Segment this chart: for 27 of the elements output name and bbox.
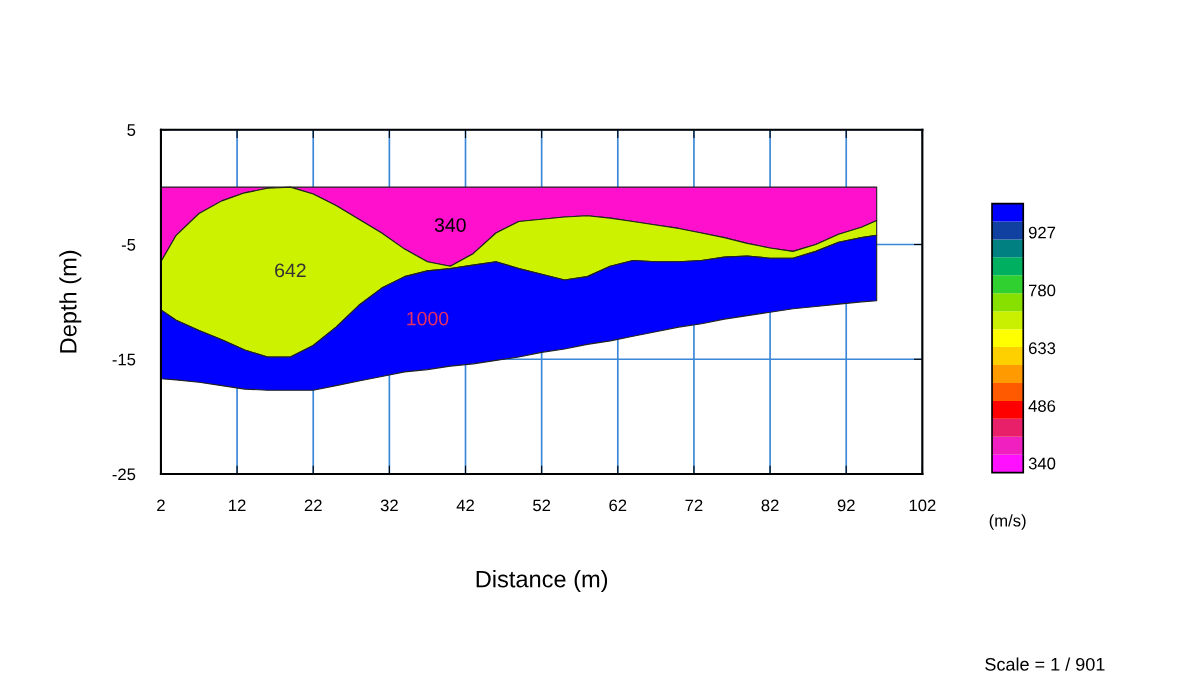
x-tick-label: 102 [909, 499, 936, 512]
y-tick-label: -5 [121, 239, 136, 251]
color-bar-label: 633 [1028, 342, 1056, 355]
y-tick-label: -15 [112, 353, 136, 366]
color-bar-label: 927 [1028, 226, 1056, 239]
y-tick-label: 5 [127, 124, 136, 136]
color-bar-label: 486 [1028, 400, 1056, 412]
x-tick-label: 72 [685, 499, 703, 512]
series-label: 642 [275, 263, 306, 278]
series-label: 340 [434, 218, 466, 232]
y-axis-title: Depth (m) [59, 250, 82, 353]
x-tick-label: 32 [380, 499, 398, 512]
color-bar-label: 780 [1028, 284, 1056, 297]
x-tick-label: 22 [304, 499, 322, 512]
x-tick-label: 82 [761, 499, 779, 512]
x-tick-label: 62 [609, 499, 627, 512]
x-tick-label: 92 [837, 499, 855, 512]
x-axis-title: Distance (m) [476, 570, 608, 593]
color-bar-title: (m/s) [989, 514, 1026, 530]
x-tick-label: 42 [456, 499, 474, 512]
x-tick-label: 52 [533, 499, 551, 512]
color-bar-label: 340 [1028, 457, 1056, 470]
series-label: 1000 [407, 311, 449, 326]
text: Scale = 1 / 901 [985, 657, 1105, 671]
x-tick-label: 12 [229, 499, 246, 512]
x-tick-label: 2 [157, 499, 165, 512]
y-tick-label: -25 [112, 468, 136, 481]
